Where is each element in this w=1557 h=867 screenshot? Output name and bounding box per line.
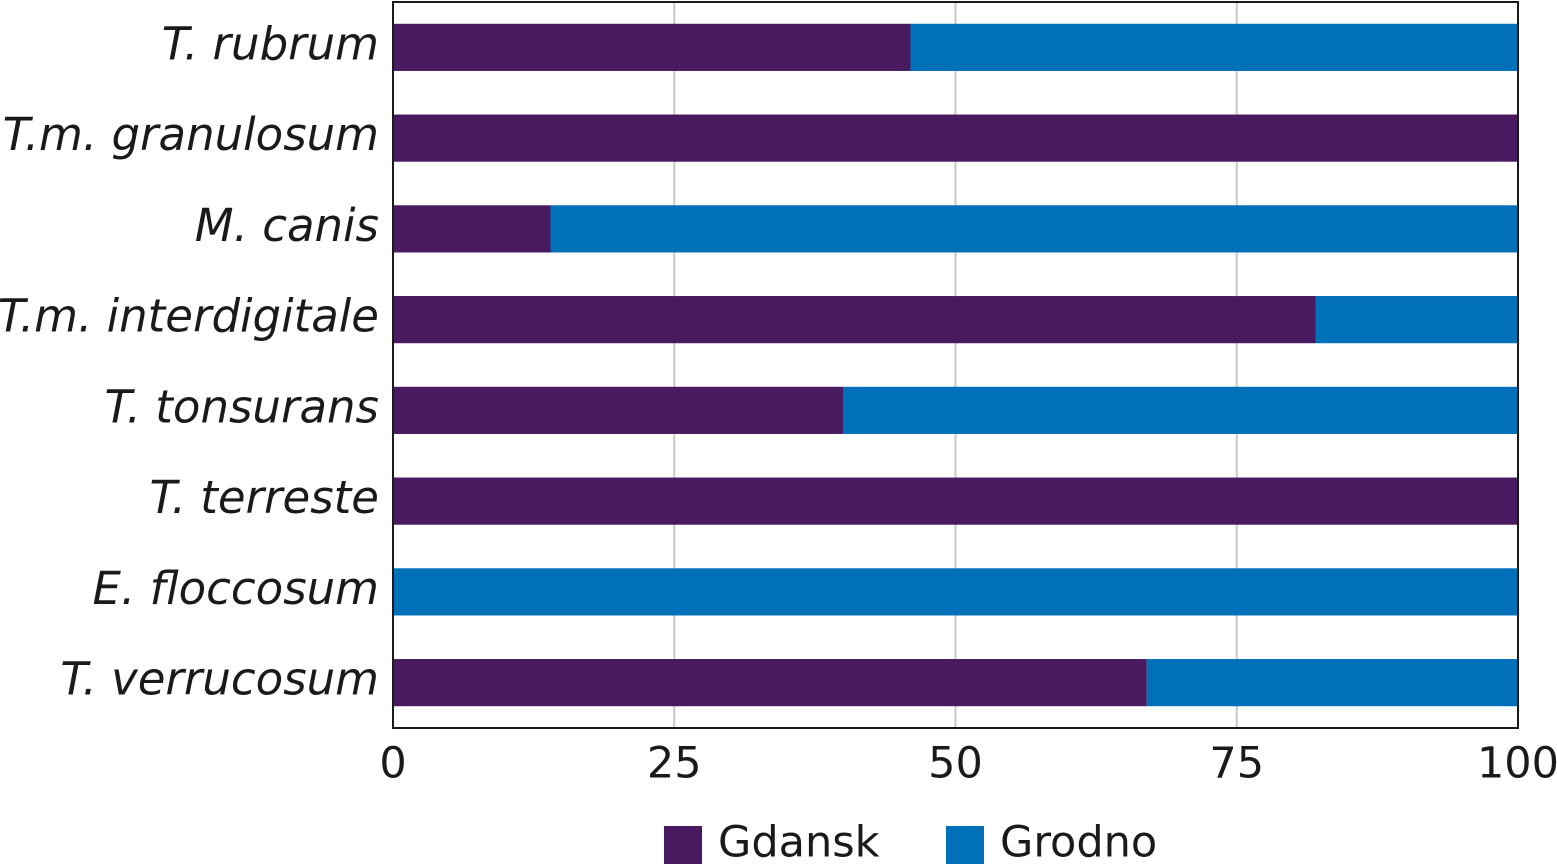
bar-segment	[393, 386, 843, 434]
legend-label: Grodno	[1000, 818, 1157, 867]
bar-segment	[393, 205, 551, 253]
y-tick-label: T. verrucosum	[60, 653, 379, 706]
bar-segment	[393, 114, 1518, 162]
bar-segment	[393, 659, 1147, 707]
bar-segment	[393, 296, 1316, 344]
x-tick-label: 50	[928, 739, 983, 789]
y-tick-label: T. terreste	[149, 471, 379, 524]
y-tick-label: T. tonsurans	[105, 380, 379, 433]
y-tick-label: T.m. granulosum	[3, 108, 379, 161]
legend-label: Gdansk	[718, 818, 880, 867]
bar-segment	[1146, 659, 1518, 707]
y-tick-label: E. floccosum	[93, 562, 379, 615]
bar-segment	[393, 477, 1518, 525]
plot-frame	[392, 1, 1519, 729]
bar-segment	[393, 568, 1518, 616]
x-tick-label: 0	[379, 739, 406, 789]
bar-segment	[393, 23, 911, 71]
bar-segment	[1315, 296, 1518, 344]
x-tick-label: 75	[1209, 739, 1264, 789]
y-tick-label: M. canis	[195, 199, 379, 252]
x-tick-label: 25	[647, 739, 702, 789]
legend-swatch	[946, 826, 984, 864]
y-tick-label: T. rubrum	[162, 17, 379, 70]
bar-segment	[550, 205, 1518, 253]
y-tick-label: T.m. interdigitale	[0, 290, 379, 343]
x-tick-label: 100	[1477, 739, 1557, 789]
legend-swatch	[664, 826, 702, 864]
bar-segment	[910, 23, 1518, 71]
bar-segment	[843, 386, 1518, 434]
